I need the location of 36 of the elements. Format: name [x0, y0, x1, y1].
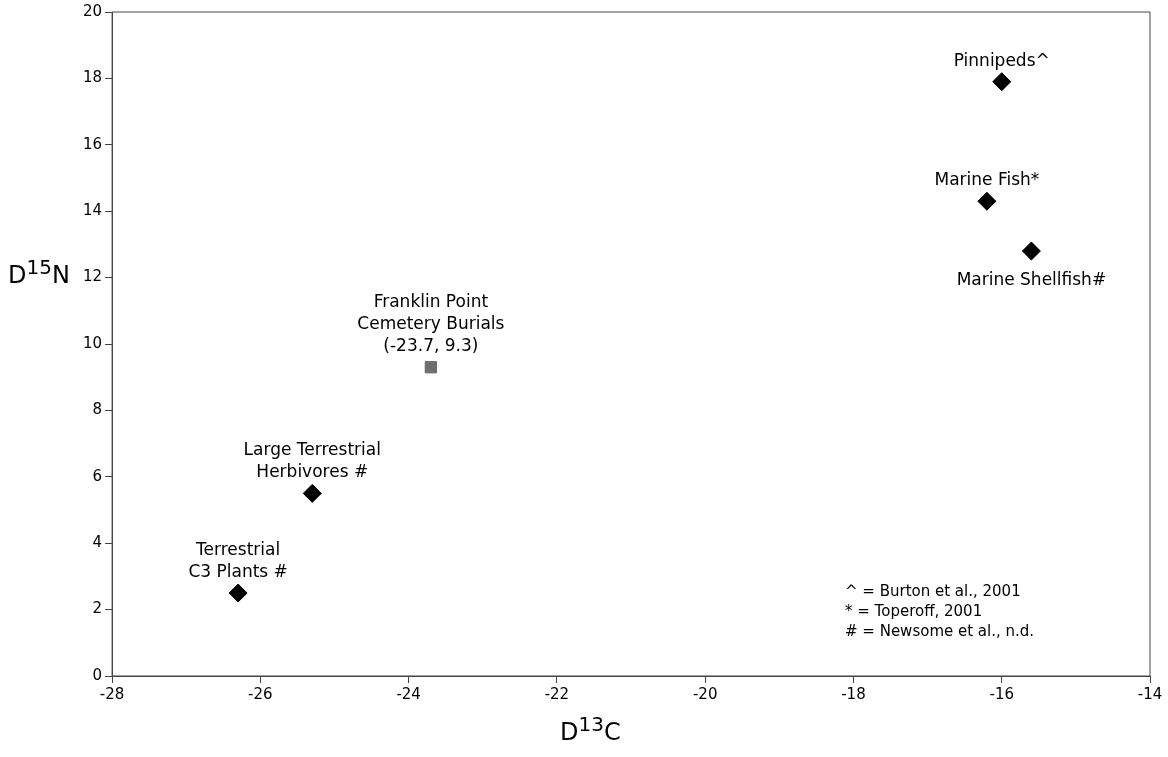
annotation: * = Toperoff, 2001	[845, 602, 983, 620]
y-tick-label: 16	[82, 134, 103, 153]
y-tick-label: 0	[92, 665, 103, 684]
y-tick-label: 6	[92, 466, 103, 485]
point	[228, 583, 248, 603]
y-axis-title: D$^{15}$N	[8, 255, 70, 289]
y-tick-label: 8	[92, 400, 103, 419]
annotation: Terrestrial C3 Plants #	[188, 539, 288, 581]
x-tick-label: -14	[1137, 684, 1163, 703]
point	[424, 361, 438, 374]
annotation: Franklin Point Cemetery Burials (-23.7, 9.3)	[357, 291, 505, 356]
annotation: Pinnipeds^	[953, 49, 1050, 70]
y-tick-label: 20	[82, 1, 103, 20]
x-tick-label: -18	[841, 684, 866, 703]
x-tick-label: -22	[544, 684, 570, 703]
point	[977, 191, 997, 211]
point	[992, 72, 1012, 92]
annotation: Marine Fish*	[934, 169, 1040, 190]
y-tick-label: 12	[82, 267, 103, 286]
annotation: # = Newsome et al., n.d.	[845, 622, 1035, 640]
annotation: Large Terrestrial Herbivores #	[243, 439, 381, 482]
annotation: ^ = Burton et al., 2001	[845, 582, 1021, 600]
y-tick-label: 10	[82, 333, 103, 352]
point	[1021, 241, 1041, 261]
x-tick-label: -24	[396, 684, 421, 703]
y-tick-label: 2	[92, 599, 103, 618]
x-tick-label: -16	[989, 684, 1014, 703]
x-tick-label: -20	[692, 684, 718, 703]
x-tick-label: -26	[248, 684, 273, 703]
x-tick-label: -28	[99, 684, 125, 703]
x-axis-title: D$^{13}$C	[560, 712, 621, 746]
point	[302, 483, 322, 503]
y-tick-label: 18	[82, 68, 103, 87]
annotation: Marine Shellfish#	[956, 269, 1107, 290]
y-tick-label: 4	[92, 533, 103, 552]
y-tick-label: 14	[82, 201, 103, 220]
